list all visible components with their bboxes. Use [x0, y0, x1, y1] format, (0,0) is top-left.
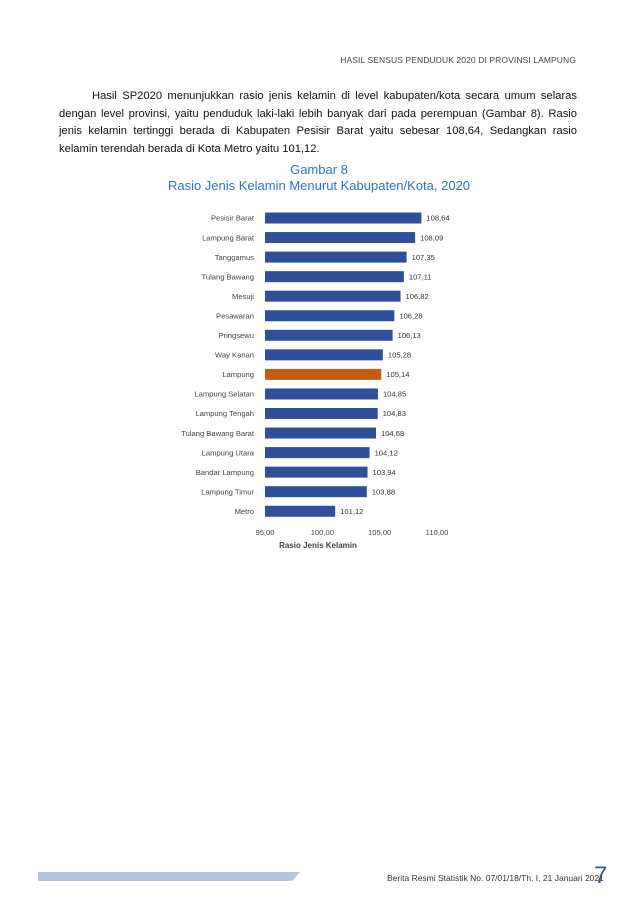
footer-bar: [38, 872, 300, 881]
category-label-lampung-barat: Lampung Barat: [202, 233, 255, 242]
category-label-bandar-lampung: Bandar Lampung: [196, 468, 254, 477]
bar-lampung-utara: [265, 447, 370, 459]
figure-label: Gambar 8: [290, 162, 348, 177]
value-label-way-kanan: 105,28: [388, 351, 411, 360]
category-label-lampung-timur: Lampung Timur: [201, 487, 254, 496]
bar-mesuji: [265, 290, 401, 302]
value-label-tanggamus: 107,35: [412, 253, 435, 262]
value-label-pesisir-barat: 108,64: [426, 214, 449, 223]
value-label-metro: 101,12: [340, 507, 363, 516]
bar-metro: [265, 505, 336, 517]
bar-lampung-barat: [265, 232, 416, 244]
x-axis-title: Rasio Jenis Kelamin: [279, 541, 357, 550]
category-label-pringsewu: Pringsewu: [219, 331, 254, 340]
page-number: 7: [594, 862, 608, 889]
category-label-tulang-bawang-barat: Tulang Bawang Barat: [181, 429, 255, 438]
bar-lampung: [265, 368, 382, 380]
bar-pesisir-barat: [265, 212, 422, 224]
category-label-lampung-selatan: Lampung Selatan: [194, 390, 254, 399]
value-label-pringsewu: 106,13: [398, 331, 421, 340]
page-header: HASIL SENSUS PENDUDUK 2020 DI PROVINSI L…: [340, 55, 576, 65]
category-label-pesisir-barat: Pesisir Barat: [211, 214, 255, 223]
value-label-tulang-bawang-barat: 104,68: [381, 429, 404, 438]
bar-tulang-bawang-barat: [265, 427, 376, 439]
bar-way-kanan: [265, 349, 383, 361]
category-label-lampung-utara: Lampung Utara: [202, 448, 255, 457]
bar-pringsewu: [265, 329, 393, 341]
category-label-lampung: Lampung: [222, 370, 254, 379]
x-tick-label: 95,00: [255, 528, 274, 537]
bar-pesawaran: [265, 310, 395, 322]
category-label-lampung-tengah: Lampung Tengah: [195, 409, 254, 418]
value-label-pesawaran: 106,28: [399, 311, 422, 320]
x-tick-label: 100,00: [311, 528, 334, 537]
category-label-way-kanan: Way Kanan: [215, 351, 254, 360]
value-label-mesuji: 106,82: [406, 292, 429, 301]
category-label-tulang-bawang: Tulang Bawang: [202, 272, 255, 281]
x-tick-label: 105,00: [368, 528, 391, 537]
bar-lampung-tengah: [265, 408, 378, 419]
value-label-lampung-barat: 108,09: [420, 233, 443, 242]
x-tick-label: 110,00: [426, 528, 449, 537]
category-label-tanggamus: Tanggamus: [215, 253, 254, 262]
value-label-lampung-selatan: 104,85: [383, 390, 406, 399]
figure-title: Rasio Jenis Kelamin Menurut Kabupaten/Ko…: [167, 178, 471, 193]
bar-bandar-lampung: [265, 466, 368, 478]
category-label-metro: Metro: [235, 507, 254, 516]
body-paragraph: Hasil SP2020 menunjukkan rasio jenis kel…: [59, 90, 577, 155]
bar-lampung-timur: [265, 486, 367, 498]
bar-tulang-bawang: [265, 271, 404, 283]
value-label-lampung-tengah: 104,83: [383, 409, 406, 418]
value-label-lampung-timur: 103,88: [372, 487, 395, 496]
bar-lampung-selatan: [265, 388, 378, 400]
value-label-tulang-bawang: 107,11: [409, 272, 432, 281]
category-label-mesuji: Mesuji: [232, 292, 254, 301]
value-label-lampung: 105,14: [386, 370, 409, 379]
bar-tanggamus: [265, 251, 407, 263]
footer-text: Berita Resmi Statistik No. 07/01/18/Th. …: [387, 873, 604, 883]
value-label-lampung-utara: 104,12: [375, 448, 398, 457]
category-label-pesawaran: Pesawaran: [216, 311, 254, 320]
value-label-bandar-lampung: 103,94: [373, 468, 396, 477]
